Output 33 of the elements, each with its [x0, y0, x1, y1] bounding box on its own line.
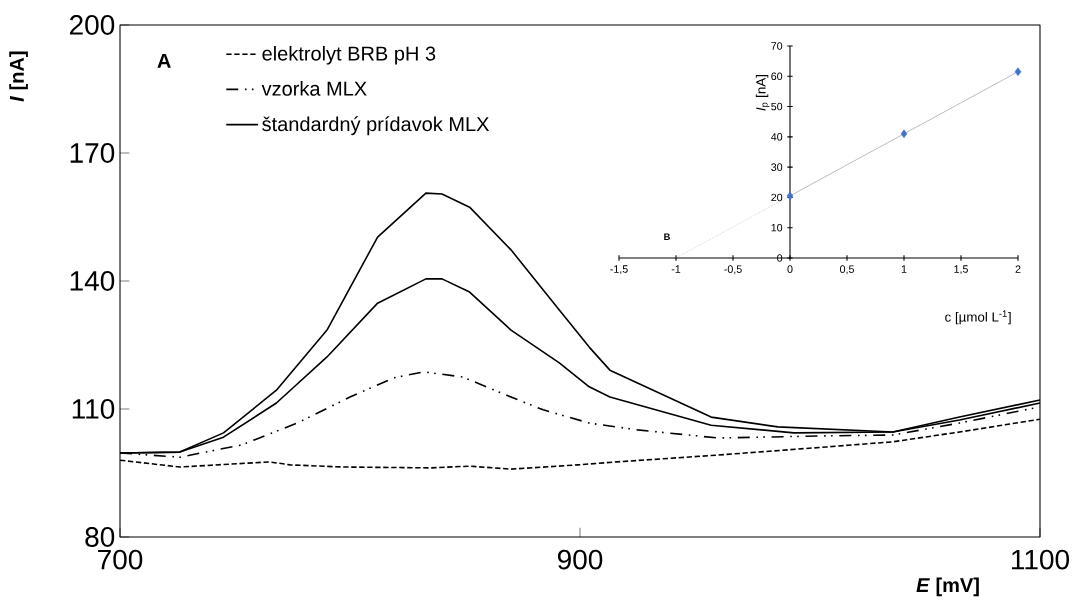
x-tick-label: -1 — [671, 265, 681, 273]
x-tick-label: 900 — [557, 549, 603, 570]
x-tick-label: 1100 — [1012, 549, 1069, 570]
y-tick-label: 20 — [771, 193, 783, 202]
legend-label: vzorka MLX — [261, 81, 367, 96]
y-tick-label: 0 — [777, 254, 783, 262]
x-tick-label: -1,5 — [610, 265, 628, 275]
y-tick-label: 170 — [70, 143, 115, 163]
legend-label: elektrolyt BRB pH 3 — [262, 45, 436, 65]
y-tick-label: 30 — [771, 163, 783, 171]
x-axis-title: c [µmol L$^{-1}$] — [945, 310, 1011, 325]
x-tick-label: 2 — [1015, 265, 1021, 273]
y-tick-label: 80 — [85, 527, 115, 547]
y-axis-title: I [nA] — [9, 51, 28, 102]
x-tick-label: 0,5 — [840, 265, 854, 275]
y-tick-label: 40 — [771, 133, 783, 141]
y-axis-title: I$_{p}$ [nA] — [755, 75, 770, 111]
y-tick-label: 200 — [69, 15, 115, 35]
x-tick-label: 0 — [787, 265, 793, 273]
x-tick-label: -0,5 — [724, 265, 742, 275]
y-tick-label: 70 — [771, 42, 783, 50]
x-tick-label: 1,5 — [954, 265, 968, 275]
x-axis-title: E [mV] — [916, 577, 979, 597]
y-tick-label: 60 — [771, 72, 783, 81]
y-tick-label: 50 — [771, 102, 783, 111]
y-tick-label: 10 — [771, 223, 783, 232]
legend-label: štandardný prídavok MLX — [262, 116, 490, 136]
annotation: A — [157, 53, 171, 68]
x-tick-label: 1 — [901, 265, 907, 273]
y-tick-label: 110 — [72, 399, 115, 419]
annotation: B — [664, 233, 670, 240]
y-tick-label: 140 — [70, 271, 115, 291]
x-tick-label: 700 — [98, 549, 143, 570]
